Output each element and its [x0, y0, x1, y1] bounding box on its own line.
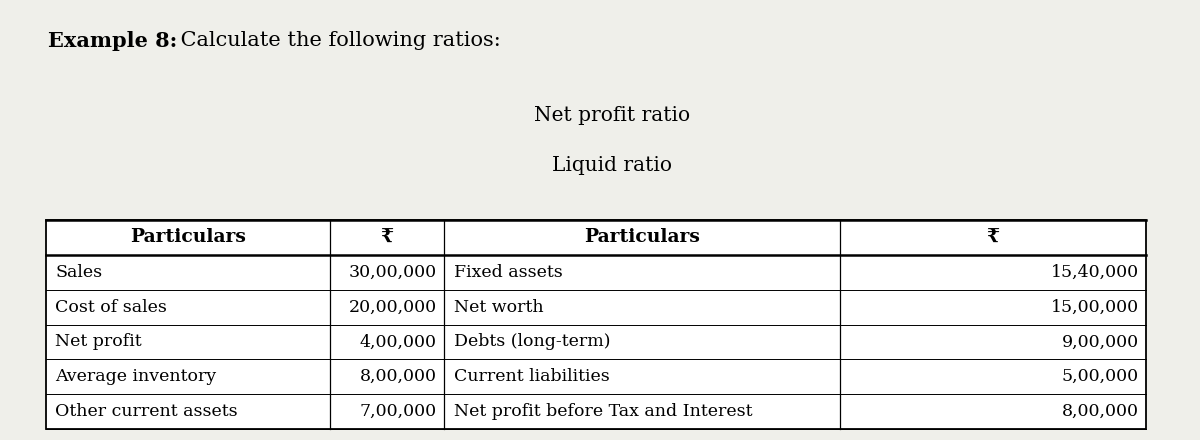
- Text: 9,00,000: 9,00,000: [1062, 334, 1139, 350]
- Text: Debts (long-term): Debts (long-term): [454, 334, 610, 350]
- Text: Net profit ratio: Net profit ratio: [534, 106, 690, 125]
- Text: Other current assets: Other current assets: [55, 403, 238, 420]
- Text: 4,00,000: 4,00,000: [360, 334, 437, 350]
- Text: 20,00,000: 20,00,000: [349, 299, 437, 315]
- Text: Particulars: Particulars: [584, 228, 700, 246]
- Text: 7,00,000: 7,00,000: [360, 403, 437, 420]
- Text: 15,40,000: 15,40,000: [1051, 264, 1139, 281]
- Text: 30,00,000: 30,00,000: [349, 264, 437, 281]
- Text: 15,00,000: 15,00,000: [1051, 299, 1139, 315]
- Text: 8,00,000: 8,00,000: [360, 368, 437, 385]
- Text: Sales: Sales: [55, 264, 102, 281]
- Text: Particulars: Particulars: [130, 228, 246, 246]
- Text: Example 8:: Example 8:: [48, 31, 178, 51]
- Text: Net profit before Tax and Interest: Net profit before Tax and Interest: [454, 403, 752, 420]
- Text: ₹: ₹: [380, 228, 394, 246]
- Text: Average inventory: Average inventory: [55, 368, 216, 385]
- Text: Cost of sales: Cost of sales: [55, 299, 167, 315]
- Text: Net worth: Net worth: [454, 299, 544, 315]
- Text: Net profit: Net profit: [55, 334, 142, 350]
- Text: Fixed assets: Fixed assets: [454, 264, 563, 281]
- Text: ₹: ₹: [986, 228, 1000, 246]
- Text: 8,00,000: 8,00,000: [1062, 403, 1139, 420]
- Text: Current liabilities: Current liabilities: [454, 368, 610, 385]
- Text: Calculate the following ratios:: Calculate the following ratios:: [174, 31, 500, 50]
- Text: 5,00,000: 5,00,000: [1062, 368, 1139, 385]
- Text: Liquid ratio: Liquid ratio: [552, 156, 672, 175]
